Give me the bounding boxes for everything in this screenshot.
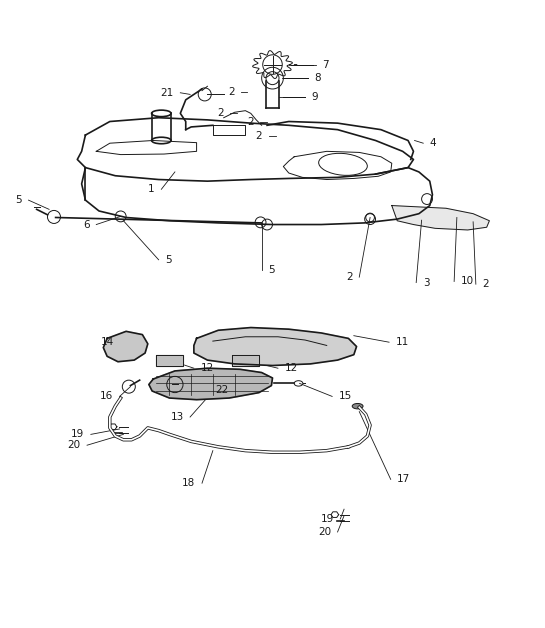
Text: 7: 7 <box>323 60 329 70</box>
Polygon shape <box>104 332 148 362</box>
Text: 13: 13 <box>171 412 184 422</box>
Text: 5: 5 <box>165 255 172 265</box>
Text: 20: 20 <box>68 440 81 450</box>
Text: 2: 2 <box>346 272 353 282</box>
Text: 22: 22 <box>215 385 228 395</box>
Text: 2: 2 <box>482 279 489 289</box>
Text: 18: 18 <box>182 478 196 488</box>
Text: 12: 12 <box>201 363 214 373</box>
Text: 2: 2 <box>256 131 262 141</box>
Text: 19: 19 <box>71 430 84 440</box>
Text: 20: 20 <box>318 527 331 537</box>
Text: 6: 6 <box>83 220 90 229</box>
Text: 5: 5 <box>15 195 22 205</box>
Text: 16: 16 <box>100 391 113 401</box>
Text: 2: 2 <box>247 117 253 126</box>
Text: 9: 9 <box>312 92 318 102</box>
Text: 2: 2 <box>228 87 234 97</box>
Text: 2: 2 <box>217 109 223 118</box>
Text: 19: 19 <box>320 514 334 524</box>
Polygon shape <box>232 355 259 365</box>
Text: 8: 8 <box>314 73 321 83</box>
Text: 11: 11 <box>396 337 409 347</box>
Text: 10: 10 <box>461 276 474 286</box>
Text: 14: 14 <box>101 337 114 347</box>
Text: 12: 12 <box>284 363 298 373</box>
Polygon shape <box>149 368 272 399</box>
Text: 15: 15 <box>338 391 352 401</box>
Text: 4: 4 <box>430 138 437 148</box>
Text: 5: 5 <box>268 264 275 274</box>
Text: 1: 1 <box>148 184 155 194</box>
Polygon shape <box>156 355 183 365</box>
Text: 3: 3 <box>423 278 429 288</box>
Ellipse shape <box>352 403 363 409</box>
Polygon shape <box>194 328 356 365</box>
Polygon shape <box>392 205 489 230</box>
Text: 21: 21 <box>161 88 174 98</box>
Text: 17: 17 <box>397 474 410 484</box>
